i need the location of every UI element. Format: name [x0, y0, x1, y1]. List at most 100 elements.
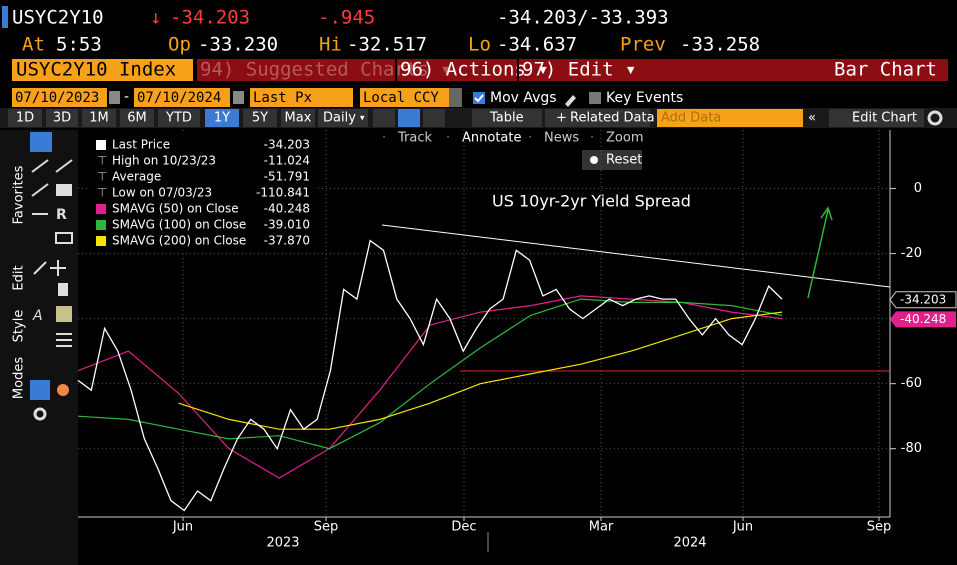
field-select[interactable] [250, 88, 353, 107]
x-tick-label: Sep [314, 520, 339, 535]
delete-tool[interactable] [58, 283, 68, 296]
price-tag [889, 291, 957, 309]
security: USYC2Y10 Index [16, 59, 176, 81]
trend-tool[interactable] [31, 183, 49, 197]
chart-tool[interactable]: Annotate [462, 131, 521, 146]
end-date-input[interactable] [134, 88, 230, 107]
menu-items: 94) Suggested Charts ▾96) Actions ▾97) E… [195, 59, 636, 81]
field-label: At [22, 34, 45, 56]
legend-name: SMAVG (50) on Close [112, 202, 239, 216]
rect-tool[interactable] [55, 232, 73, 244]
add-data-input[interactable] [657, 109, 803, 127]
chart-tool[interactable]: News [544, 131, 579, 146]
legend-swatch [96, 140, 106, 150]
channel-tool[interactable] [56, 184, 72, 196]
tool-icon: · [590, 131, 594, 146]
field-label: Hi [319, 34, 342, 56]
period-buttons: 1D 3D 1M 6M YTD 1Y 5Y Max [8, 109, 315, 127]
arrow [807, 206, 833, 299]
check-mark [474, 94, 484, 103]
retracement-tool[interactable]: R [56, 207, 67, 223]
collapse[interactable]: « [808, 111, 816, 126]
settings-icon[interactable] [927, 110, 943, 126]
menu-item[interactable]: 94) Suggested Charts ▾ [200, 59, 452, 81]
period-button[interactable] [8, 109, 42, 127]
frequency-button[interactable] [318, 109, 368, 127]
period-button[interactable] [205, 109, 239, 127]
tool-panel [0, 130, 78, 565]
palette-tool[interactable] [57, 384, 69, 396]
price-line [77, 239, 783, 512]
legend-name: Last Price [112, 138, 170, 152]
ray-tool[interactable] [55, 159, 73, 173]
moving-average [77, 295, 783, 479]
calendar-icon[interactable] [233, 91, 244, 104]
options-icon[interactable] [423, 109, 445, 127]
quote-fields: At 5:53 Op -33.230 Hi -32.517 Lo -34.637 Prev -33… [22, 34, 760, 56]
period-button[interactable] [243, 109, 277, 127]
legend-value: -11.024 [264, 154, 310, 168]
period-button[interactable] [158, 109, 200, 127]
period-button[interactable] [82, 109, 116, 127]
chart-tool[interactable]: Zoom [606, 131, 643, 146]
add-data: Add Data [661, 111, 721, 126]
mov-avgs-checkbox[interactable] [473, 92, 485, 104]
reset-button[interactable] [582, 150, 642, 170]
line-icon[interactable] [373, 109, 395, 127]
legend-name: SMAVG (100) on Close [112, 218, 246, 232]
related-button[interactable] [545, 109, 650, 127]
tool-icon: · [528, 131, 532, 146]
legend-glyph: ⊤ [97, 170, 107, 184]
text-tool[interactable]: A [32, 308, 43, 324]
y-tick-label: -60 [901, 376, 922, 391]
side-tab[interactable]: Style [12, 310, 27, 343]
side-tab[interactable]: Modes [12, 357, 27, 399]
table-button[interactable] [472, 109, 542, 127]
width-tool[interactable] [56, 333, 72, 347]
legend-swatch [96, 204, 106, 214]
period-label: Max [285, 111, 312, 126]
dropdown-arrow[interactable] [449, 88, 462, 107]
side-tabs: Favorites Edit Style Modes [12, 165, 27, 399]
edit-chart-button[interactable] [829, 109, 924, 127]
field-value: -34.637 [497, 34, 577, 56]
legend-swatch [96, 220, 106, 230]
side-tab[interactable]: Favorites [12, 165, 27, 224]
key-events-label: Key Events [606, 90, 683, 106]
chart-type[interactable]: Bar Chart [834, 59, 937, 81]
period-button[interactable] [120, 109, 154, 127]
bar-icon[interactable] [398, 109, 420, 127]
menu-item[interactable]: 97) Edit ▾ [522, 59, 636, 81]
legend-glyph: ⊤ [97, 154, 107, 168]
legend-glyph: ⊤ [97, 186, 107, 200]
calendar-icon[interactable] [109, 91, 120, 104]
start-date-input[interactable] [12, 88, 107, 107]
period-button[interactable] [46, 109, 78, 127]
x-tick-label: Mar [589, 520, 614, 535]
legend: Last Price -34.203 ⊤ High on 10/23/23 -11.02… [96, 138, 310, 248]
pointer-tool[interactable] [30, 132, 52, 152]
color-tool[interactable] [56, 306, 72, 322]
side-tab[interactable]: Edit [12, 265, 27, 290]
last-price: -34.203 [170, 7, 250, 29]
period-button[interactable] [281, 109, 315, 127]
key-events-checkbox[interactable] [589, 92, 601, 104]
chart-tools: · Track · Annotate · News · Zoom [382, 131, 643, 146]
move-tool[interactable] [50, 260, 66, 276]
pencil-icon[interactable] [565, 95, 576, 107]
moving-average [77, 298, 783, 450]
line-tool[interactable] [31, 159, 49, 173]
field-label: Op [168, 34, 191, 56]
price-tag-label: -40.248 [900, 312, 946, 326]
mode-tool[interactable] [30, 380, 50, 400]
panel-settings[interactable] [33, 407, 47, 421]
currency-select[interactable] [360, 88, 462, 107]
menu-item[interactable]: 96) Actions ▾ [400, 59, 549, 81]
field-value: 5:53 [56, 34, 102, 56]
chart-tool[interactable]: Track [397, 131, 432, 146]
security-box[interactable] [12, 59, 193, 81]
field-value: -32.517 [347, 34, 427, 56]
reset: Reset [606, 153, 642, 168]
tool-icon: · [446, 131, 450, 146]
